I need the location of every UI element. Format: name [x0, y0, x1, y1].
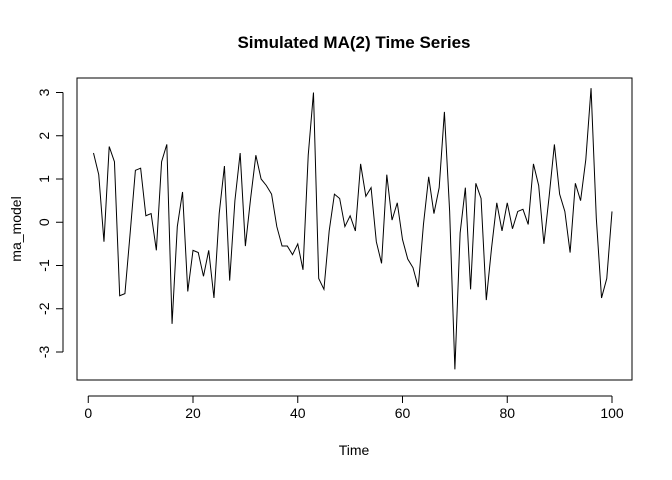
x-axis: 0 20 40 60 80 100	[84, 395, 624, 421]
y-tick-label: 0	[36, 218, 52, 226]
y-tick-label: 3	[36, 88, 52, 96]
y-tick-label: 2	[36, 132, 52, 140]
y-tick-label: 1	[36, 175, 52, 183]
x-tick-label: 80	[499, 405, 515, 421]
chart-title: Simulated MA(2) Time Series	[237, 33, 470, 52]
x-tick-label: 0	[84, 405, 92, 421]
x-axis-label: Time	[339, 442, 370, 458]
y-tick-label: -2	[36, 302, 52, 315]
series-line	[93, 88, 613, 370]
plot-frame	[76, 77, 633, 381]
x-tick-label: 100	[600, 405, 624, 421]
y-axis-label: ma_model	[8, 196, 24, 261]
y-axis: -3 -2 -1 0 1 2 3	[36, 88, 64, 359]
x-tick-label: 40	[290, 405, 306, 421]
x-tick-label: 20	[185, 405, 201, 421]
y-tick-label: -1	[36, 259, 52, 272]
x-tick-label: 60	[395, 405, 411, 421]
y-tick-label: -3	[36, 346, 52, 359]
